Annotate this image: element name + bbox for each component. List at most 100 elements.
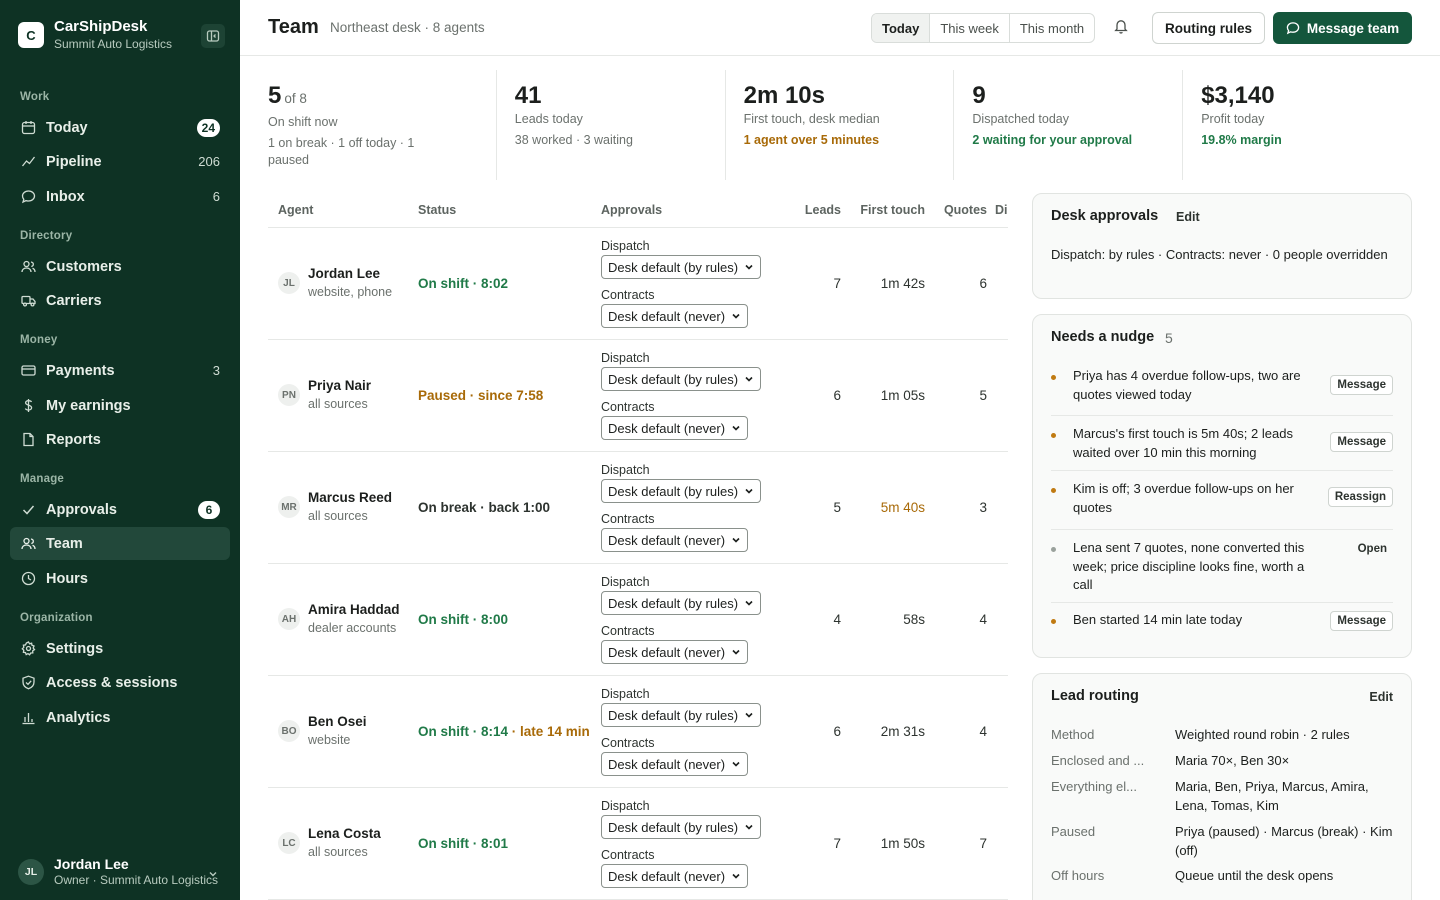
chevron-down-icon[interactable] xyxy=(208,866,218,884)
nudge-item: Marcus's first touch is 5m 40s; 2 leads … xyxy=(1051,425,1393,471)
col-leads[interactable]: Leads xyxy=(781,193,841,228)
table-row[interactable]: JL Jordan Lee website, phone On shift · … xyxy=(268,227,1008,340)
avatar: LC xyxy=(278,832,300,854)
nudge-item: Ben started 14 min late today Message xyxy=(1051,611,1393,641)
avatar: BO xyxy=(278,720,300,742)
col-quotes[interactable]: Quotes xyxy=(925,193,987,228)
agent-name[interactable]: Ben Osei xyxy=(308,714,367,729)
sidebar-item-settings[interactable]: Settings xyxy=(10,632,230,665)
dispatch-select[interactable]: Desk default (by rules) xyxy=(601,815,762,839)
contracts-select[interactable]: Desk default (never) xyxy=(601,752,749,776)
dispatch-value: Desk default (by rules) xyxy=(608,819,739,835)
contracts-select[interactable]: Desk default (never) xyxy=(601,416,749,440)
agent-sources: website, phone xyxy=(308,285,393,299)
routing-rules-button[interactable]: Routing rules xyxy=(1152,12,1265,44)
contracts-select[interactable]: Desk default (never) xyxy=(601,864,749,888)
col-dispatched[interactable]: Dispatched xyxy=(987,193,1008,228)
contracts-label: Contracts xyxy=(601,400,655,414)
table-row[interactable]: PN Priya Nair all sources Paused · since… xyxy=(268,339,1008,452)
routing-value: Priya (paused) · Marcus (break) · Kim (o… xyxy=(1175,824,1393,858)
col-approvals[interactable]: Approvals xyxy=(601,193,781,228)
contracts-value: Desk default (never) xyxy=(608,532,726,548)
col-status[interactable]: Status xyxy=(418,193,601,228)
col-first-touch[interactable]: First touch xyxy=(841,193,925,228)
chevron-down-icon xyxy=(732,649,740,655)
sidebar-item-analytics[interactable]: Analytics xyxy=(10,701,230,734)
user-menu[interactable]: JL Jordan Lee Owner · Summit Auto Logist… xyxy=(18,856,228,888)
sidebar-item-my-earnings[interactable]: My earnings xyxy=(10,389,230,422)
quotes-cell: 7 xyxy=(925,787,987,900)
clock-icon xyxy=(20,571,36,587)
routing-value: Maria, Ben, Priya, Marcus, Amira, Lena, … xyxy=(1175,779,1369,813)
first-touch-cell: 58s xyxy=(841,563,925,676)
nudge-message-button[interactable]: Message xyxy=(1330,375,1393,395)
sidebar-item-customers[interactable]: Customers xyxy=(10,250,230,283)
sidebar-item-reports[interactable]: Reports xyxy=(10,423,230,456)
chevron-down-icon xyxy=(732,761,740,767)
sidebar-item-approvals[interactable]: Approvals 6 xyxy=(10,493,230,526)
nudge-text: Lena sent 7 quotes, none converted this … xyxy=(1073,540,1305,592)
table-row[interactable]: BO Ben Osei website On shift · 8:14 · la… xyxy=(268,675,1008,788)
edit-routing-button[interactable]: Edit xyxy=(1369,690,1393,704)
team-table-container[interactable]: Agent Status Approvals Leads First touch… xyxy=(268,193,1008,900)
edit-desk-approvals-button[interactable]: Edit xyxy=(1176,210,1200,224)
bell-icon[interactable] xyxy=(1114,18,1128,39)
range-this-week[interactable]: This week xyxy=(930,14,1010,42)
brand-name: CarShipDesk xyxy=(54,18,148,35)
brand[interactable]: C CarShipDesk Summit Auto Logistics xyxy=(18,18,172,52)
sidebar-item-pipeline[interactable]: Pipeline 206 xyxy=(10,145,230,178)
contracts-select[interactable]: Desk default (never) xyxy=(601,304,749,328)
sidebar-item-team[interactable]: Team xyxy=(10,527,230,560)
dispatch-select[interactable]: Desk default (by rules) xyxy=(601,255,762,279)
message-team-button[interactable]: Message team xyxy=(1273,12,1412,44)
range-this-month[interactable]: This month xyxy=(1019,20,1085,36)
check-icon xyxy=(20,502,36,518)
sidebar-item-inbox[interactable]: Inbox 6 xyxy=(10,180,230,213)
sidebar-item-label: Carriers xyxy=(46,292,102,309)
dispatch-select[interactable]: Desk default (by rules) xyxy=(601,703,762,727)
sidebar-item-access-sessions[interactable]: Access & sessions xyxy=(10,666,230,699)
sidebar-item-carriers[interactable]: Carriers xyxy=(10,284,230,317)
dispatch-label: Dispatch xyxy=(601,799,650,813)
collapse-sidebar-button[interactable] xyxy=(201,24,225,48)
sidebar-item-label: My earnings xyxy=(46,397,131,414)
sidebar-item-payments[interactable]: Payments 3 xyxy=(10,354,230,387)
stat-note[interactable]: 2 waiting for your approval xyxy=(972,133,1133,147)
dispatch-select[interactable]: Desk default (by rules) xyxy=(601,591,762,615)
nudge-dot xyxy=(1051,433,1056,438)
range-today[interactable]: Today xyxy=(872,14,931,42)
chat-icon xyxy=(20,189,36,205)
table-row[interactable]: MR Marcus Reed all sources On break · ba… xyxy=(268,451,1008,564)
stat-first-touch: 2m 10s First touch, desk median 1 agent … xyxy=(726,70,955,180)
nudge-message-button[interactable]: Message xyxy=(1330,432,1393,452)
dispatch-select[interactable]: Desk default (by rules) xyxy=(601,479,762,503)
nudge-message-button[interactable]: Message xyxy=(1330,611,1393,631)
dispatch-label: Dispatch xyxy=(601,463,650,477)
contracts-select[interactable]: Desk default (never) xyxy=(601,528,749,552)
sidebar-item-hours[interactable]: Hours xyxy=(10,562,230,595)
nudge-open-button[interactable]: Open xyxy=(1357,543,1387,555)
routing-value: Maria 70×, Ben 30× xyxy=(1175,753,1290,768)
stat-leads-today: 41 Leads today 38 worked · 3 waiting xyxy=(497,70,726,180)
col-agent[interactable]: Agent xyxy=(268,193,418,228)
table-row[interactable]: LC Lena Costa all sources On shift · 8:0… xyxy=(268,787,1008,900)
dispatch-select[interactable]: Desk default (by rules) xyxy=(601,367,762,391)
agent-name[interactable]: Lena Costa xyxy=(308,826,381,841)
agent-name[interactable]: Amira Haddad xyxy=(308,602,400,617)
sidebar-item-label: Pipeline xyxy=(46,153,102,170)
sidebar-item-today[interactable]: Today 24 xyxy=(10,111,230,144)
agent-name[interactable]: Priya Nair xyxy=(308,378,372,393)
users-icon xyxy=(20,259,36,275)
table-row[interactable]: AH Amira Haddad dealer accounts On shift… xyxy=(268,563,1008,676)
agent-name[interactable]: Marcus Reed xyxy=(308,490,393,505)
contracts-select[interactable]: Desk default (never) xyxy=(601,640,749,664)
sidebar-collapse-icon xyxy=(206,30,220,42)
leads-cell: 7 xyxy=(781,787,841,900)
nudge-count: 5 xyxy=(1165,330,1173,346)
stat-note[interactable]: 1 agent over 5 minutes xyxy=(743,133,880,147)
nudge-reassign-button[interactable]: Reassign xyxy=(1327,487,1393,507)
leads-cell: 6 xyxy=(781,339,841,452)
nudge-dot xyxy=(1051,488,1056,493)
agent-name[interactable]: Jordan Lee xyxy=(308,266,381,281)
nudge-text: Marcus's first touch is 5m 40s; 2 leads … xyxy=(1073,426,1293,460)
